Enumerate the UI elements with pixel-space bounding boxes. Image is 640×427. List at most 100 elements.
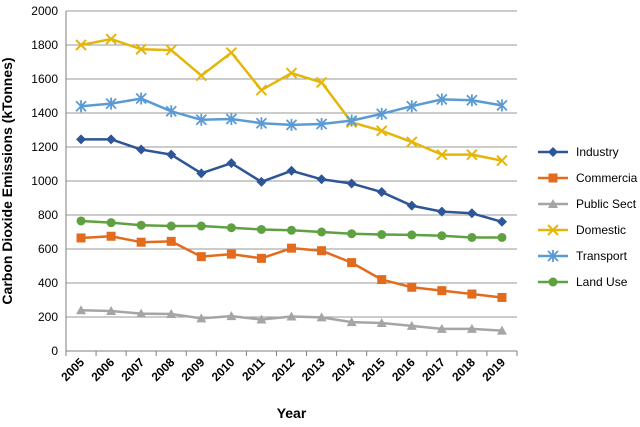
data-point-public-sector: [226, 311, 237, 321]
x-tick-label: 2017: [419, 355, 448, 384]
data-point-domestic: [496, 154, 508, 167]
x-tick-label: 2015: [359, 355, 388, 384]
data-point-commercial: [347, 258, 357, 268]
legend-swatch-marker: [548, 173, 558, 183]
x-tick-label: 2018: [449, 355, 478, 384]
y-tick-label: 400: [38, 276, 58, 290]
legend-swatch-marker: [547, 224, 559, 236]
data-point-commercial: [196, 252, 206, 262]
data-point-transport: [496, 99, 508, 112]
data-point-commercial: [437, 286, 447, 296]
data-point-industry: [316, 174, 327, 185]
data-point-transport: [345, 114, 358, 127]
data-point-public-sector: [256, 314, 267, 324]
data-point-commercial: [287, 243, 296, 253]
y-tick-labels: 0 200 400 600 800 1000 1200 1400 1600 1800 2000: [31, 4, 58, 358]
x-tick-label: 2014: [329, 355, 358, 384]
data-point-land-use: [76, 216, 86, 226]
data-point-domestic: [466, 148, 478, 161]
legend: Industry Commercia Public Sect Domestic Tran…: [538, 145, 638, 289]
legend-item-commercial: Commercia: [538, 171, 638, 185]
x-tick-label: 2013: [299, 355, 328, 384]
y-tick-label: 1000: [31, 174, 58, 188]
data-point-industry: [226, 158, 237, 169]
data-point-public-sector: [436, 323, 447, 333]
y-tick-label: 800: [38, 208, 58, 222]
data-point-commercial: [136, 237, 146, 247]
legend-item-land-use: Land Use: [538, 275, 628, 289]
x-tick-label: 2016: [389, 355, 418, 384]
data-point-public-sector: [316, 312, 327, 322]
x-tick-label: 2009: [179, 355, 208, 384]
data-point-land-use: [467, 232, 477, 242]
data-point-public-sector: [76, 305, 87, 315]
data-point-domestic: [165, 44, 177, 56]
data-point-land-use: [136, 220, 146, 230]
x-tick-label: 2010: [209, 355, 238, 384]
data-point-domestic: [105, 33, 117, 45]
data-point-land-use: [347, 229, 357, 239]
data-point-land-use: [497, 232, 507, 242]
x-axis-title: Year: [277, 405, 307, 421]
data-point-land-use: [317, 227, 327, 237]
y-tick-label: 2000: [31, 4, 58, 18]
data-point-industry: [76, 134, 87, 145]
data-point-industry: [406, 200, 417, 211]
y-axis-title: Carbon Dioxide Emissions (kTonnes): [0, 57, 15, 304]
data-point-transport: [195, 113, 207, 126]
data-point-transport: [165, 105, 177, 118]
data-point-commercial: [256, 253, 266, 263]
data-point-commercial: [407, 282, 417, 292]
legend-item-transport: Transport: [538, 249, 628, 263]
y-tick-label: 200: [38, 310, 58, 324]
y-tick-label: 0: [51, 344, 58, 358]
data-point-industry: [346, 178, 357, 189]
data-point-land-use: [196, 221, 206, 231]
data-point-domestic: [315, 76, 328, 89]
data-point-land-use: [437, 231, 447, 241]
y-tick-label: 600: [38, 242, 58, 256]
data-point-public-sector: [406, 320, 417, 330]
data-point-transport: [105, 97, 117, 110]
series-commercial: [76, 231, 507, 302]
series-public-sector: [76, 305, 507, 335]
data-point-land-use: [106, 218, 116, 228]
y-tick-label: 1400: [31, 106, 58, 120]
y-tick-label: 1800: [31, 38, 58, 52]
data-point-transport: [75, 100, 87, 113]
series-land-use: [76, 216, 507, 242]
data-point-industry: [166, 149, 177, 160]
data-point-domestic: [75, 39, 87, 51]
data-point-transport: [406, 100, 418, 113]
gridlines: [66, 10, 517, 318]
data-point-public-sector: [196, 313, 207, 323]
y-tick-label: 1600: [31, 72, 58, 86]
legend-swatch-marker: [548, 277, 558, 287]
data-point-commercial: [497, 292, 507, 302]
data-point-domestic: [436, 148, 448, 161]
data-point-commercial: [226, 249, 236, 259]
data-point-domestic: [225, 46, 238, 59]
legend-label: Public Sect: [576, 197, 637, 211]
data-point-commercial: [467, 289, 477, 299]
data-point-land-use: [287, 225, 296, 235]
data-point-domestic: [195, 69, 208, 82]
legend-item-domestic: Domestic: [538, 223, 626, 237]
legend-label: Domestic: [576, 223, 626, 237]
data-point-transport: [225, 112, 238, 125]
series-industry: [76, 134, 507, 227]
legend-label: Commercia: [576, 171, 638, 185]
x-tick-label: 2019: [479, 355, 508, 384]
data-point-industry: [496, 216, 507, 227]
x-tick-label: 2011: [239, 355, 268, 384]
data-point-transport: [466, 94, 478, 107]
x-tick-label: 2007: [119, 355, 148, 384]
data-point-public-sector: [346, 317, 357, 327]
data-point-public-sector: [106, 306, 117, 316]
data-point-domestic: [285, 67, 298, 79]
data-point-land-use: [226, 223, 236, 233]
x-tick-label: 2006: [88, 355, 117, 384]
data-point-industry: [106, 134, 117, 145]
x-tick-label: 2008: [149, 355, 178, 384]
